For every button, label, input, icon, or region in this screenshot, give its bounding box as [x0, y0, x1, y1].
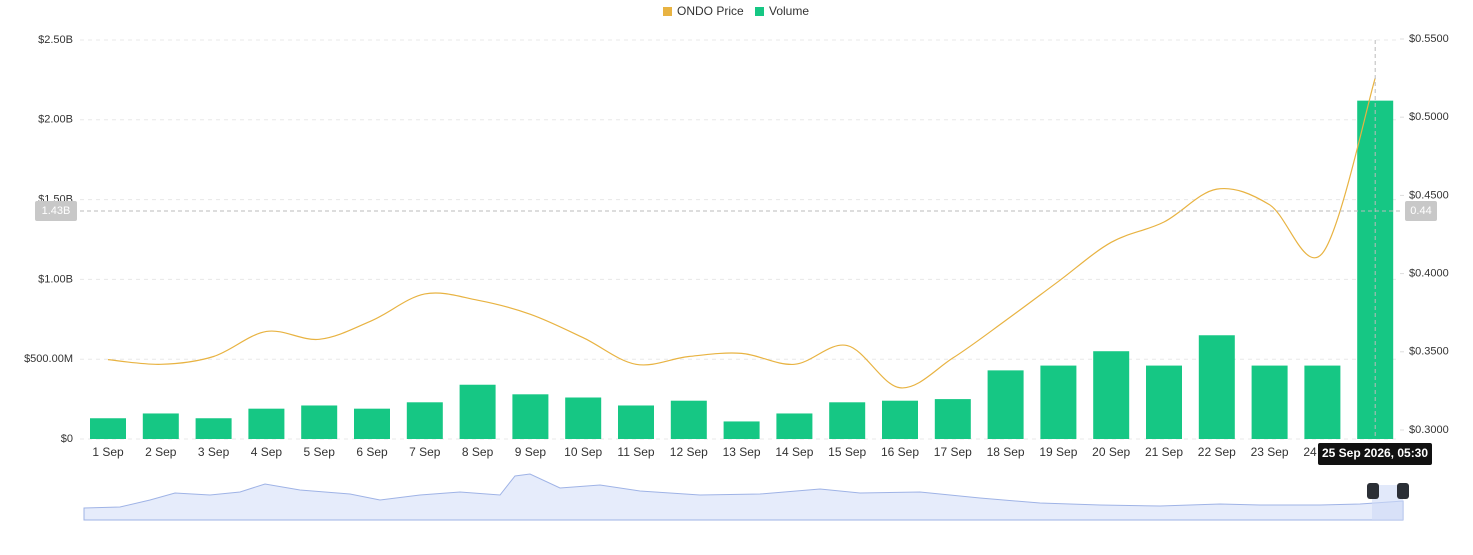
bar	[987, 370, 1024, 439]
x-tick-label: 18 Sep	[987, 445, 1025, 459]
bar	[301, 405, 338, 439]
y2-tick-label: $0.4500	[1409, 189, 1449, 201]
x-tick-label: 22 Sep	[1198, 445, 1236, 459]
crosshair-x-badge	[1318, 443, 1432, 465]
x-tick-label: 14 Sep	[775, 445, 813, 459]
y-tick-label: $2.00B	[38, 114, 73, 126]
x-tick-label: 5 Sep	[304, 445, 336, 459]
y-tick-label: $1.00B	[38, 273, 73, 285]
price-line	[107, 77, 1376, 389]
bar	[142, 413, 179, 439]
x-tick-label: 20 Sep	[1092, 445, 1130, 459]
legend-swatch	[663, 7, 672, 16]
x-tick-label: 12 Sep	[670, 445, 708, 459]
bar	[1198, 335, 1235, 439]
x-tick-label: 21 Sep	[1145, 445, 1183, 459]
navigator-handle[interactable]	[1397, 483, 1409, 499]
crosshair-y-label: 1.43B	[42, 205, 71, 217]
x-tick-label: 8 Sep	[462, 445, 494, 459]
bar	[512, 394, 549, 439]
y-tick-label: $2.50B	[38, 34, 73, 46]
bar	[90, 418, 126, 439]
navigator-handle[interactable]	[1367, 483, 1379, 499]
x-tick-label: 11 Sep	[617, 445, 654, 459]
x-tick-label: 19 Sep	[1039, 445, 1077, 459]
x-tick-label: 9 Sep	[515, 445, 547, 459]
y-tick-label: $500.00M	[24, 353, 73, 365]
bar	[354, 408, 390, 439]
x-tick-label: 6 Sep	[356, 445, 388, 459]
bar	[934, 399, 971, 439]
bar	[776, 413, 813, 439]
bar	[829, 402, 866, 439]
y2-tick-label: $0.5500	[1409, 33, 1449, 45]
y2-tick-label: $0.4000	[1409, 268, 1449, 280]
crosshair-x-label: 25 Sep 2026, 05:30	[1322, 446, 1428, 460]
crosshair-y2-badge	[1405, 201, 1437, 221]
bar	[723, 421, 760, 439]
bar	[1093, 351, 1130, 439]
bar	[459, 384, 496, 439]
x-tick-label: 13 Sep	[723, 445, 761, 459]
bar	[195, 418, 232, 439]
y2-tick-label: $0.3500	[1409, 346, 1449, 358]
x-tick-label: 3 Sep	[198, 445, 230, 459]
crosshair-y2-label: 0.44	[1410, 205, 1431, 217]
y2-tick-label: $0.3000	[1409, 424, 1449, 436]
x-tick-label: 16 Sep	[881, 445, 919, 459]
bar	[882, 400, 918, 439]
legend-label: Volume	[769, 4, 809, 18]
x-tick-label: 2 Sep	[145, 445, 177, 459]
y2-tick-label: $0.5000	[1409, 111, 1449, 123]
legend-label: ONDO Price	[677, 4, 744, 18]
x-tick-label: 17 Sep	[934, 445, 972, 459]
x-tick-label: 1 Sep	[92, 445, 124, 459]
x-tick-label: 4 Sep	[251, 445, 283, 459]
bar	[248, 408, 285, 439]
bar	[1357, 100, 1394, 439]
bar	[1146, 365, 1182, 439]
bar	[1040, 365, 1077, 439]
x-tick-label: 15 Sep	[828, 445, 866, 459]
navigator-area	[83, 473, 1404, 521]
bar	[670, 400, 707, 439]
bar	[618, 405, 654, 439]
bar	[565, 397, 602, 439]
y-tick-label: $0	[61, 433, 73, 445]
x-tick-label: 23 Sep	[1251, 445, 1289, 459]
bar	[1304, 365, 1341, 439]
bar	[406, 402, 443, 439]
x-tick-label: 7 Sep	[409, 445, 441, 459]
bar	[1251, 365, 1288, 439]
crosshair-y-badge	[35, 201, 77, 221]
x-tick-label: 10 Sep	[564, 445, 602, 459]
legend-swatch	[755, 7, 764, 16]
